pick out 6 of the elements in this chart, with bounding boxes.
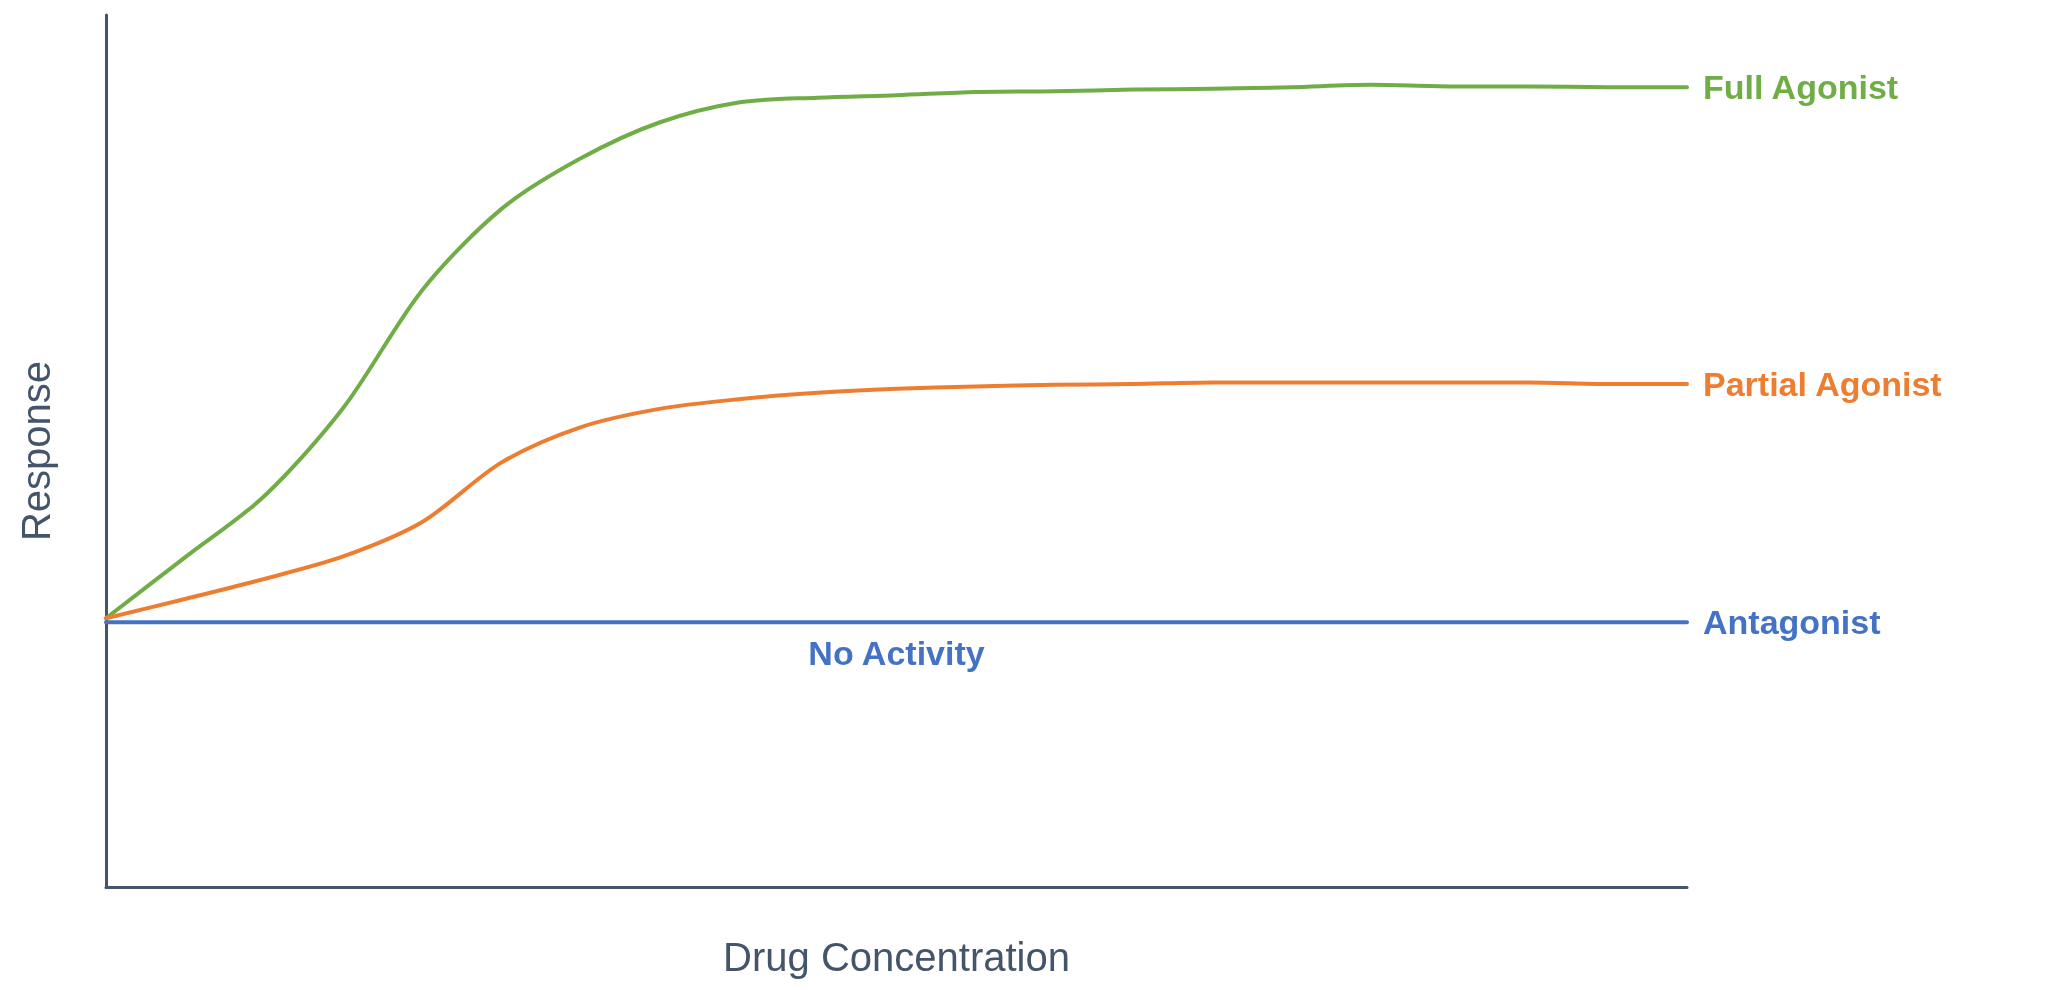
- annotation: No Activity: [808, 634, 985, 673]
- y-axis-title: Response: [14, 360, 58, 542]
- series-label: Full Agonist: [1703, 68, 1899, 107]
- series-label: Antagonist: [1703, 603, 1881, 642]
- x-axis-title: Drug Concentration: [723, 935, 1070, 979]
- series-label: Partial Agonist: [1703, 365, 1942, 404]
